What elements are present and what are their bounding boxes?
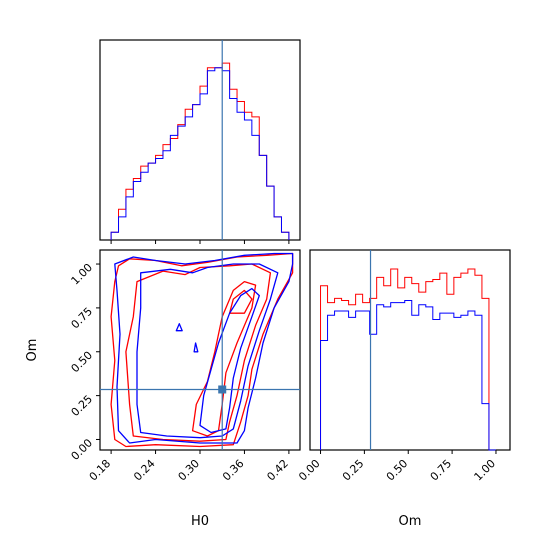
contour-1-3 [175, 323, 183, 332]
om-histogram-ticks: 0.00 0.25 0.50 0.75 1.00 [296, 450, 498, 483]
panel-om-histogram: 0.00 0.25 0.50 0.75 1.00 Om [296, 249, 511, 529]
h0-histogram-frame [99, 39, 301, 241]
y-tick-label: 0.50 [69, 349, 96, 376]
histogram-series-0 [320, 268, 496, 451]
om-x-tick-label: 1.00 [472, 457, 499, 484]
panel-h0-om-contour: 0.18 0.24 0.30 0.36 0.42 0.00 0.25 0.50 0.75 1.00… [25, 249, 301, 529]
x-axis-label-h0: H0 [191, 514, 209, 529]
x-axis-label-om: Om [399, 514, 422, 529]
contour-0-3 [228, 289, 253, 314]
om-x-tick-label: 0.00 [296, 457, 323, 484]
contour-1-2 [199, 287, 260, 434]
histogram-series-0 [110, 62, 290, 240]
contour-1-4 [193, 342, 199, 353]
h0-histogram-bars [110, 40, 290, 240]
om-x-tick-label: 0.75 [428, 457, 455, 484]
x-tick-label: 0.24 [131, 457, 158, 484]
histogram-series-1 [110, 67, 290, 240]
y-tick-label: 0.75 [69, 305, 96, 332]
contour-0-1 [125, 263, 272, 442]
y-tick-label: 1.00 [69, 261, 96, 288]
h0-histogram-ticks [110, 240, 290, 244]
x-tick-label: 0.42 [264, 457, 291, 484]
y-axis-label-om: Om [25, 339, 40, 362]
x-tick-label: 0.36 [220, 457, 247, 484]
histogram-series-1 [320, 300, 496, 451]
contour-0-0 [110, 252, 294, 448]
x-tick-label: 0.30 [176, 457, 203, 484]
y-tick-label: 0.25 [69, 393, 96, 420]
panel-h0-histogram [99, 39, 301, 244]
om-histogram-frame [309, 249, 511, 451]
contour-lines [100, 250, 300, 450]
truth-point-marker [218, 385, 227, 394]
y-tick-label: 0.00 [69, 436, 96, 463]
x-tick-label: 0.18 [87, 457, 114, 484]
om-histogram-bars [320, 250, 496, 451]
contour-1-0 [114, 252, 294, 444]
contour-1-1 [136, 263, 279, 439]
om-x-tick-label: 0.50 [384, 457, 411, 484]
om-x-tick-label: 0.25 [340, 457, 367, 484]
